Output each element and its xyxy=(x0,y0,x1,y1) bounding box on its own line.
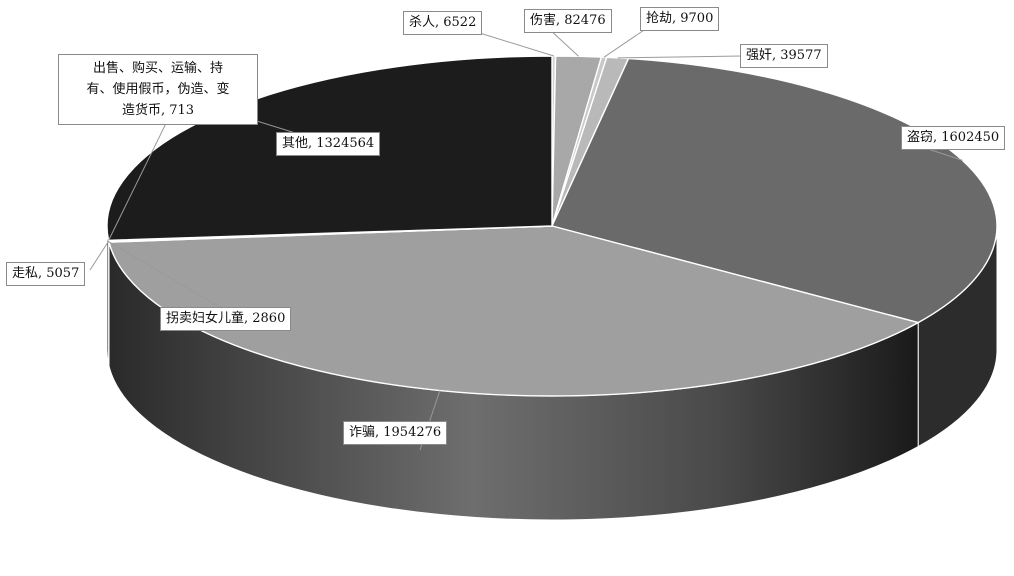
slice-label-robbery: 抢劫, 9700 xyxy=(640,7,720,31)
slice-label-rape: 强奸, 39577 xyxy=(740,44,828,68)
slice-label-fraud: 诈骗, 1954276 xyxy=(343,421,448,445)
leader-line-robbery xyxy=(603,25,651,58)
leader-line-rape xyxy=(617,55,743,59)
leader-line-smuggling xyxy=(89,240,110,271)
slice-label-smuggling: 走私, 5057 xyxy=(6,262,86,286)
slice-label-murder: 杀人, 6522 xyxy=(403,11,483,35)
leader-line-trafficking xyxy=(108,241,226,311)
pie-slice-fraud xyxy=(108,225,921,397)
leader-line-theft xyxy=(924,147,963,161)
slice-label-counterfeit-currency: 出售、购买、运输、持 有、使用假币，伪造、变 造货币, 713 xyxy=(58,54,258,125)
slice-label-other: 其他, 1324564 xyxy=(276,132,381,156)
leader-line-murder xyxy=(469,29,554,57)
leader-line-counterfeit-currency xyxy=(108,104,176,241)
slice-label-theft: 盗窃, 1602450 xyxy=(901,126,1006,150)
slice-label-trafficking: 拐卖妇女儿童, 2860 xyxy=(160,307,292,331)
pie-wall-other xyxy=(106,225,110,365)
slice-label-injury: 伤害, 82476 xyxy=(524,9,612,33)
